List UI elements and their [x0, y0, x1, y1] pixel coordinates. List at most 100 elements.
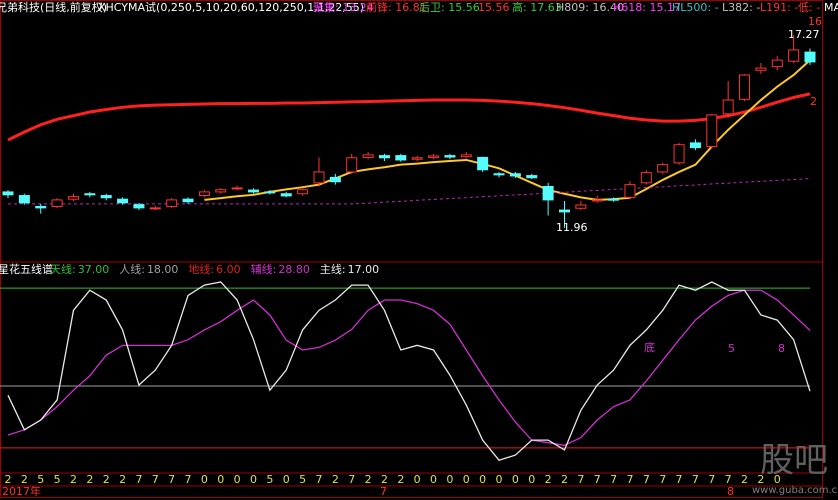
candle-body — [215, 189, 227, 193]
candle-body — [460, 154, 472, 158]
header-item: L382: - — [722, 1, 760, 14]
indicator-name: XHCYMA试(0,250,5,10,20,60,120,250,1,1,22,… — [98, 1, 364, 14]
candle-body — [18, 195, 30, 204]
cycle-digit: 7 — [708, 473, 715, 486]
cycle-digit: 2 — [86, 473, 93, 486]
cycle-digit: 7 — [577, 473, 584, 486]
header-item: 聚集: 13.24 — [313, 0, 374, 14]
candle-body — [329, 176, 341, 183]
candle-body — [509, 173, 521, 177]
cycle-digit: 2 — [757, 473, 764, 486]
candle-body — [722, 99, 734, 115]
legend-value: 37.00 — [78, 263, 110, 276]
cycle-digit: 5 — [266, 473, 273, 486]
cycle-digit: 0 — [414, 473, 421, 486]
candle-body — [706, 114, 718, 148]
candle-body — [2, 191, 14, 196]
frame — [0, 0, 823, 498]
candle-body — [804, 51, 816, 63]
header-item: 后卫: 15.56 — [419, 1, 480, 14]
header-item: MA — [824, 1, 838, 14]
candle-body — [624, 184, 636, 198]
header-item: H618: 15.17 — [613, 1, 681, 14]
candle-body — [378, 155, 390, 159]
cycle-digit: 2 — [119, 473, 126, 486]
ma-line — [7, 92, 811, 142]
cycle-digit: 0 — [430, 473, 437, 486]
cycle-digit: 2 — [70, 473, 77, 486]
indicator-line — [7, 281, 811, 461]
cycle-digit: 7 — [152, 473, 159, 486]
indicator-line — [7, 289, 811, 446]
cycle-digit: 2 — [21, 473, 28, 486]
annotation: 16 — [808, 15, 822, 28]
candle-body — [231, 187, 243, 190]
candle-body — [608, 198, 620, 201]
header-item: 低: - — [798, 1, 820, 14]
candle-body — [248, 189, 260, 193]
cycle-digit: 7 — [315, 473, 322, 486]
cycle-digit: 2 — [365, 473, 372, 486]
cycle-digit: 7 — [168, 473, 175, 486]
cycle-digit: 7 — [610, 473, 617, 486]
candle-body — [526, 175, 538, 179]
cycle-digit: 0 — [512, 473, 519, 486]
annotation: 底 — [644, 340, 655, 354]
candle-body — [346, 157, 358, 173]
date-label: 7 — [380, 485, 387, 498]
cycle-digit: 0 — [774, 473, 781, 486]
candle-body — [198, 191, 210, 197]
cycle-digit: 7 — [594, 473, 601, 486]
annotation: 17.27 — [788, 28, 820, 41]
cycle-digit: 2 — [5, 473, 12, 486]
candle-body — [591, 199, 603, 202]
annotation: 2 — [810, 95, 817, 108]
legend-value: 17.00 — [348, 263, 380, 276]
cycle-digit: 0 — [496, 473, 503, 486]
candle-body — [280, 193, 292, 197]
header-item: 前锋: 16.81 — [366, 0, 427, 14]
cycle-digit: 2 — [381, 473, 388, 486]
candle-body — [444, 155, 456, 158]
candle-body — [100, 195, 112, 199]
candle-body — [771, 59, 783, 68]
header-item: 高: 17.63 — [512, 0, 562, 14]
cycle-digit: 5 — [37, 473, 44, 486]
candle-body — [477, 156, 489, 171]
ma-line — [8, 177, 811, 205]
candle-body — [640, 172, 652, 184]
candle-body — [739, 74, 751, 100]
cycle-digit: 0 — [250, 473, 257, 486]
candle-body — [182, 198, 194, 203]
legend-value: 18.00 — [147, 263, 179, 276]
panel-title: 星花五线谱 — [0, 262, 53, 276]
cycle-digit: 0 — [234, 473, 241, 486]
cycle-digit: 5 — [54, 473, 61, 486]
legend-value: 28.80 — [278, 263, 310, 276]
legend-name: 辅线: — [251, 262, 277, 276]
candle-body — [493, 173, 505, 176]
legend-name: 天线: — [50, 262, 76, 276]
cycle-digit: 0 — [217, 473, 224, 486]
cycle-digit: 7 — [676, 473, 683, 486]
date-label: 8 — [727, 485, 734, 498]
annotation: 8 — [778, 342, 785, 355]
cycle-digit: 7 — [348, 473, 355, 486]
cycle-digit: 0 — [201, 473, 208, 486]
watermark-logo: 股吧 — [760, 441, 828, 481]
candle-body — [673, 144, 685, 164]
cycle-digit: 0 — [283, 473, 290, 486]
candle-body — [542, 185, 554, 201]
cycle-digit: 2 — [545, 473, 552, 486]
cycle-digit: 5 — [299, 473, 306, 486]
header-item: HL500: - — [672, 1, 719, 14]
legend-name: 地线: — [188, 262, 214, 276]
candle-body — [689, 142, 701, 149]
candle-body — [264, 191, 276, 194]
candle-body — [657, 164, 669, 173]
cycle-digit: 7 — [659, 473, 666, 486]
cycle-digit: 2 — [397, 473, 404, 486]
ma-line — [204, 59, 811, 201]
